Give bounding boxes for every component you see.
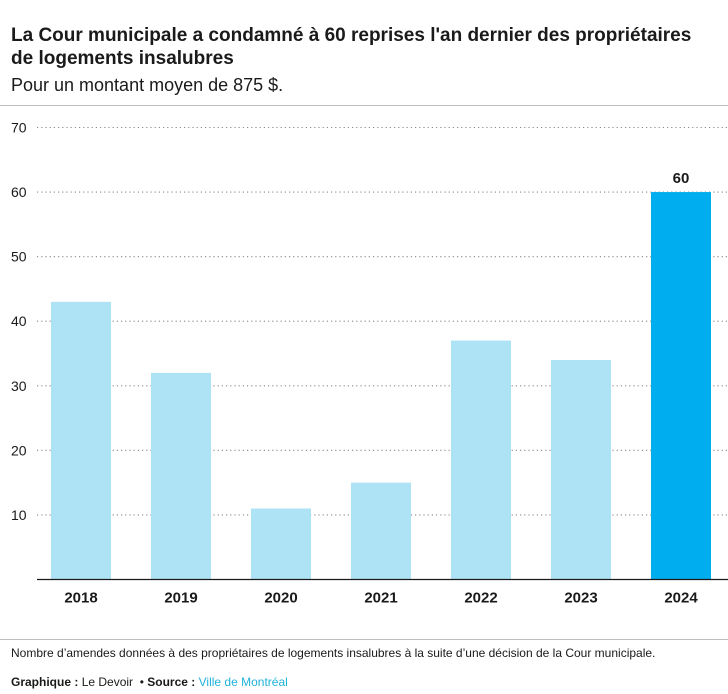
y-tick-label: 50 [11,249,27,265]
y-tick-label: 40 [11,313,27,329]
chart-title: La Cour municipale a condamné à 60 repri… [11,25,692,69]
bar-2024 [651,192,711,580]
footer-divider [0,639,728,640]
bar-2021 [351,482,411,580]
y-tick-label: 10 [11,507,27,523]
y-tick-label: 20 [11,442,27,458]
graphic-value: Le Devoir [81,675,134,689]
credits: Graphique : Le Devoir • Source : Ville d… [11,675,288,689]
data-label: 60 [673,170,690,187]
x-tick-label: 2020 [264,590,297,607]
source-link[interactable]: Ville de Montréal [198,675,288,689]
x-tick-label: 2022 [464,590,497,607]
top-divider [0,105,728,106]
chart-subtitle: Pour un montant moyen de 875 $. [11,75,284,95]
y-tick-label: 70 [11,120,27,136]
bars [51,192,711,580]
x-axis-ticks: 2018 2019 2020 2021 2022 2023 2024 [64,590,698,607]
x-tick-label: 2019 [164,590,197,607]
x-tick-label: 2024 [664,590,698,607]
y-axis-ticks: 10 20 30 40 50 60 70 [11,120,27,523]
bar-2019 [151,372,211,580]
data-labels: 60 [673,170,690,187]
gridlines [37,126,728,516]
bar-2023 [551,359,611,580]
y-tick-label: 30 [11,378,27,394]
source-label: Source : [147,675,196,689]
bar-2022 [451,340,511,580]
bar-2020 [251,508,311,580]
graphic-label: Graphique : [11,675,79,689]
bar-2018 [51,301,111,580]
x-tick-label: 2023 [564,590,597,607]
x-tick-label: 2021 [364,590,397,607]
y-tick-label: 60 [11,184,27,200]
chart-note: Nombre d’amendes données à des propriéta… [11,646,656,660]
credits-separator: • [139,675,144,689]
x-tick-label: 2018 [64,590,97,607]
